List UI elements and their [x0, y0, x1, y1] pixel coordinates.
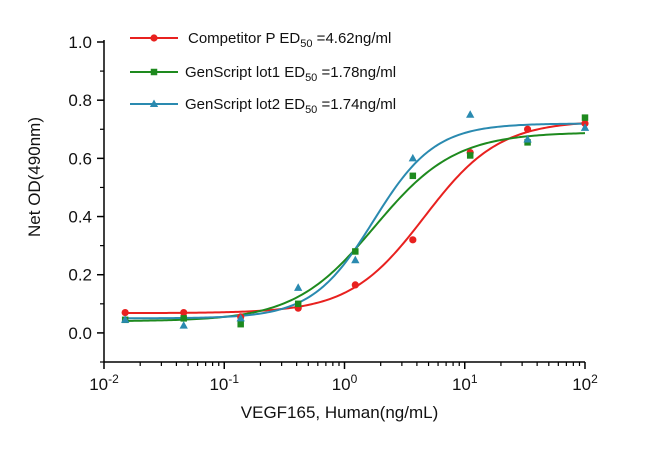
x-tick-label: 102: [572, 372, 598, 394]
x-tick-label: 10-1: [209, 372, 239, 394]
x-tick-label: 10-2: [89, 372, 119, 394]
legend-label: GenScript lot1 ED50 =1.78ng/ml: [185, 64, 396, 84]
data-point: [408, 153, 417, 162]
y-axis-title: Net OD(490nm): [25, 117, 44, 237]
y-tick-label: 0.6: [68, 149, 92, 168]
data-point: [352, 248, 359, 255]
data-point: [466, 152, 474, 159]
y-tick-label: 0.8: [68, 91, 92, 110]
data-point: [523, 134, 532, 143]
legend-entry-3: GenScript lot2 ED50 =1.74ng/ml: [130, 96, 396, 116]
x-tick-label: 100: [332, 372, 358, 394]
data-point: [409, 172, 417, 180]
data-point: [581, 114, 589, 121]
fit-curve-2: [125, 132, 586, 322]
data-point: [523, 125, 532, 133]
legend: Competitor P ED50 =4.62ng/ml GenScript lo…: [130, 30, 396, 116]
y-tick-label: 0.2: [68, 266, 92, 285]
fit-curves: [125, 122, 586, 322]
fit-curve-3: [125, 122, 586, 320]
legend-label: GenScript lot2 ED50 =1.74ng/ml: [185, 96, 396, 116]
legend-marker: [150, 34, 158, 42]
y-tick-label: 0.4: [68, 208, 92, 227]
data-point: [466, 110, 475, 118]
data-point: [237, 320, 244, 328]
data-points: [121, 110, 590, 329]
legend-label: Competitor P ED50 =4.62ng/ml: [188, 30, 391, 50]
data-point: [179, 321, 188, 329]
x-tick-label: 101: [452, 372, 478, 394]
axes: 0.0 0.2 0.4 0.6 0.8 1.0 10-2 10-1 100 101 102: [68, 33, 598, 394]
data-point: [351, 255, 360, 264]
data-point: [294, 283, 303, 291]
data-point: [294, 300, 302, 308]
legend-marker: [149, 99, 159, 108]
data-point: [121, 315, 130, 323]
data-point: [351, 281, 359, 289]
legend-entry-1: Competitor P ED50 =4.62ng/ml: [130, 30, 391, 50]
data-point: [180, 315, 187, 322]
data-point: [180, 308, 188, 317]
data-point: [121, 308, 129, 317]
data-point: [580, 123, 590, 131]
x-axis-title: VEGF165, Human(ng/mL): [241, 403, 438, 422]
data-point: [409, 236, 417, 244]
y-tick-label: 0.0: [68, 324, 92, 343]
y-tick-label: 1.0: [68, 33, 92, 52]
data-point: [236, 313, 245, 322]
legend-marker: [150, 68, 158, 76]
legend-entry-2: GenScript lot1 ED50 =1.78ng/ml: [130, 64, 396, 84]
